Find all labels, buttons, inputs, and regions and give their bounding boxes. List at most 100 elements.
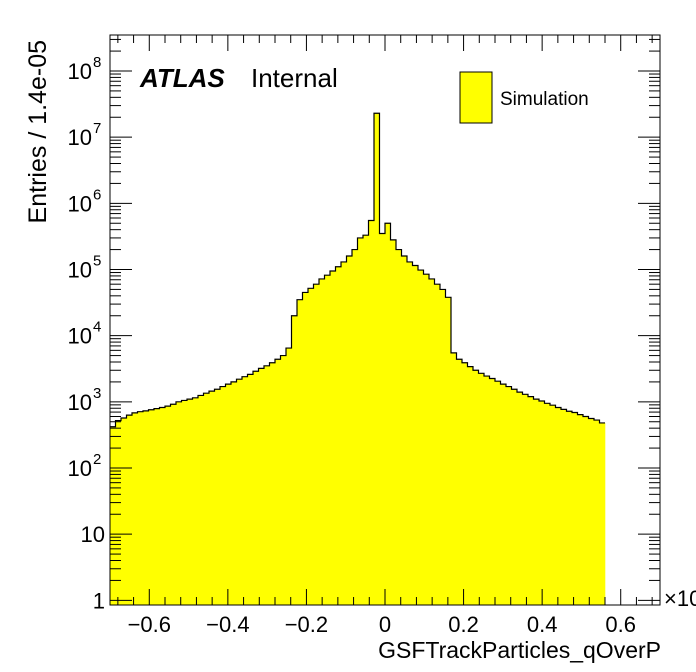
histogram-bar: [511, 389, 518, 605]
histogram-bar: [495, 381, 501, 605]
histogram-bar: [396, 249, 402, 605]
histogram-bar: [577, 414, 584, 605]
legend-label-simulation: Simulation: [500, 89, 589, 110]
histogram-bar: [225, 384, 232, 605]
histogram-bar: [275, 359, 281, 605]
y-tick-label: 10: [68, 390, 92, 415]
histogram-bar: [214, 389, 221, 605]
histogram-bar: [528, 396, 534, 605]
histogram-bar: [456, 359, 463, 605]
x-axis-exponent: ×10: [664, 586, 696, 611]
histogram-bar: [313, 284, 320, 605]
histogram-bar: [286, 348, 292, 605]
histogram-bar: [594, 420, 600, 605]
histogram-bar: [583, 416, 589, 605]
histogram-bar: [231, 381, 237, 605]
y-tick-label: 10: [68, 59, 92, 84]
histogram-bar: [401, 255, 408, 606]
histogram-bar: [159, 407, 166, 605]
histogram-bar: [170, 404, 177, 605]
histogram-bar: [258, 368, 265, 605]
histogram-bar: [291, 315, 298, 605]
atlas-label-text: ATLAS: [139, 63, 225, 93]
histogram-bar: [445, 297, 452, 605]
histogram-bar: [500, 384, 507, 605]
y-tick-exponent: 8: [93, 54, 101, 71]
histogram-bar: [478, 373, 485, 605]
histogram-bar: [346, 255, 353, 606]
histogram-bar: [220, 386, 226, 605]
histogram-bar: [429, 278, 435, 605]
histogram-outline: [110, 112, 605, 428]
histogram-bar: [181, 400, 188, 605]
histogram-bar: [280, 355, 287, 605]
histogram-bar: [264, 365, 270, 605]
histogram-bar: [363, 235, 369, 605]
histogram-bar: [434, 284, 441, 605]
histogram-bar: [423, 274, 430, 605]
x-tick-label: 0.2: [448, 612, 479, 637]
histogram-bar: [253, 371, 259, 605]
y-tick-label: 10: [81, 522, 105, 547]
y-tick-exponent: 4: [93, 319, 101, 336]
histogram-bar: [192, 397, 199, 605]
histogram-bar: [451, 352, 457, 605]
histogram-bar: [506, 386, 512, 605]
histogram-bar: [187, 399, 193, 605]
y-tick-label: 10: [68, 125, 92, 150]
histogram-bar: [143, 410, 149, 605]
histogram-bars: [110, 112, 606, 606]
histogram-bar: [550, 405, 556, 605]
histogram-bar: [374, 113, 380, 605]
y-tick-label: 1: [93, 588, 105, 613]
histogram-bar: [566, 411, 573, 605]
histogram-bar: [561, 409, 567, 605]
y-tick-label: 10: [68, 456, 92, 481]
legend: Simulation: [459, 71, 589, 124]
x-tick-label: 0: [379, 612, 391, 637]
x-tick-label: −0.6: [128, 612, 171, 637]
histogram-bar: [132, 412, 138, 605]
histogram-bar: [555, 407, 562, 605]
histogram-bar: [137, 411, 144, 605]
y-tick-label: 10: [68, 324, 92, 349]
histogram-bar: [297, 299, 303, 605]
histogram-bar: [247, 374, 254, 605]
histogram-bar: [236, 379, 243, 605]
histogram-bar: [368, 220, 375, 605]
histogram-bar: [462, 362, 468, 605]
histogram-bar: [379, 233, 386, 605]
histogram-bar: [330, 270, 336, 605]
histogram-bar: [385, 223, 391, 605]
x-tick-label: −0.2: [285, 612, 328, 637]
y-tick-exponent: 2: [93, 451, 101, 468]
histogram-bar: [126, 415, 133, 605]
histogram-bar: [319, 278, 325, 605]
histogram-bar: [115, 420, 122, 605]
histogram-bar: [533, 399, 540, 605]
histogram-bar: [418, 270, 424, 605]
x-axis-label: GSFTrackParticles_qOverP: [378, 637, 661, 663]
histogram-bar: [390, 239, 397, 605]
histogram-bar: [412, 265, 419, 605]
y-tick-exponent: 5: [93, 252, 101, 269]
histogram-bar: [242, 376, 248, 605]
histogram-bar: [154, 408, 160, 605]
histogram-bar: [440, 289, 446, 605]
legend-swatch-simulation: [459, 71, 493, 124]
histogram-bar: [489, 378, 496, 605]
histogram-bar: [110, 426, 116, 605]
y-axis-label: Entries / 1.4e-05: [24, 40, 52, 223]
y-tick-label: 10: [68, 257, 92, 282]
y-tick-exponent: 7: [93, 120, 101, 137]
histogram-bar: [209, 391, 215, 605]
histogram-bar: [176, 401, 182, 605]
histogram-bar: [544, 403, 551, 605]
histogram-bar: [302, 292, 309, 605]
histogram-bar: [121, 417, 127, 605]
atlas-sublabel-text: Internal: [251, 63, 338, 93]
histogram-bar: [599, 422, 606, 605]
histogram-bar: [165, 406, 171, 605]
